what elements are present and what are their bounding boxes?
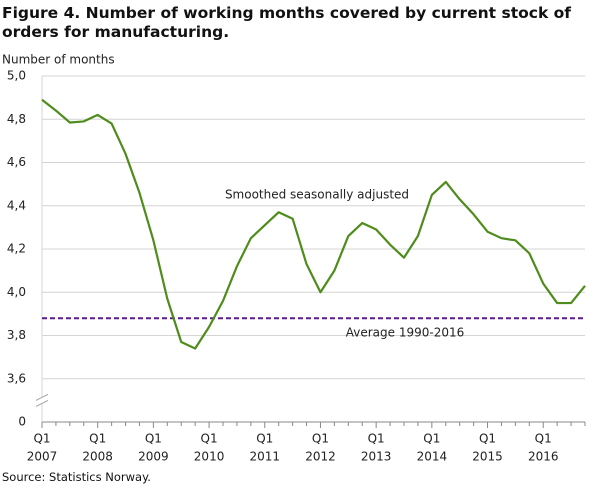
y-tick-label: 4,6	[7, 155, 26, 169]
y-tick-label: 3,8	[7, 328, 26, 342]
x-tick-label: 2013	[361, 450, 392, 464]
x-tick-label: 2012	[305, 450, 336, 464]
x-tick-label: 2016	[528, 450, 559, 464]
axis-break-mark	[35, 393, 49, 401]
series-line	[41, 98, 586, 350]
y-tick-label: 4,0	[7, 285, 26, 299]
x-tick-label: 2014	[417, 450, 448, 464]
x-tick-label: Q1	[201, 432, 218, 446]
axis-break-gap	[36, 397, 48, 404]
x-tick-label: 2009	[138, 450, 169, 464]
chart-title: Figure 4. Number of working months cover…	[2, 4, 572, 41]
y-tick-label: 4,4	[7, 198, 26, 212]
y-tick-label: 3,6	[7, 371, 26, 385]
x-tick-label: 2007	[27, 450, 58, 464]
x-tick-label: Q1	[256, 432, 273, 446]
x-tick-label: 2010	[194, 450, 225, 464]
x-tick-label: Q1	[423, 432, 440, 446]
x-tick-label: 2011	[249, 450, 280, 464]
series-label: Smoothed seasonally adjusted	[225, 188, 409, 202]
x-tick-label: Q1	[312, 432, 329, 446]
y-tick-label: 4,8	[7, 112, 26, 126]
axis-break-mark	[35, 399, 49, 407]
x-tick-label: Q1	[368, 432, 385, 446]
x-tick-label: 2015	[472, 450, 503, 464]
x-tick-label: 2008	[82, 450, 113, 464]
y-tick-label: 0	[18, 415, 26, 429]
y-tick-label: 4,2	[7, 242, 26, 256]
x-tick-label: Q1	[535, 432, 552, 446]
x-tick-label: Q1	[479, 432, 496, 446]
source-note: Source: Statistics Norway.	[2, 470, 151, 484]
x-tick-label: Q1	[89, 432, 106, 446]
y-tick-label: 5,0	[7, 69, 26, 83]
x-tick-label: Q1	[145, 432, 162, 446]
y-axis-label: Number of months	[2, 53, 115, 67]
reference-label: Average 1990-2016	[346, 326, 465, 340]
x-tick-label: Q1	[33, 432, 50, 446]
